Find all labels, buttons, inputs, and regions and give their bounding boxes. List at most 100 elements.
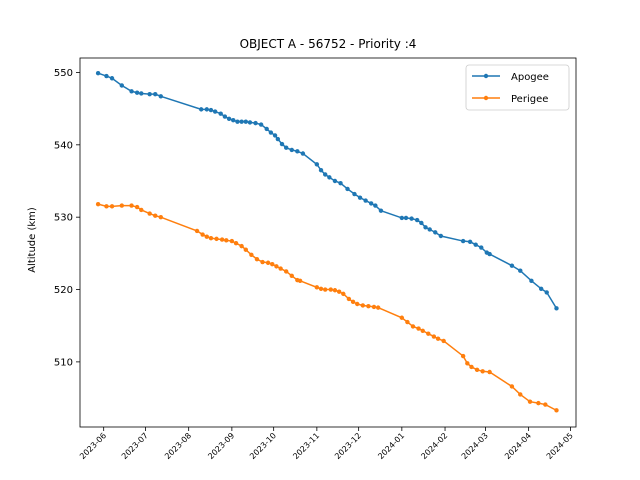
apogee-point bbox=[419, 220, 424, 226]
apogee-point bbox=[327, 175, 332, 180]
perigee-point bbox=[95, 201, 101, 207]
legend-apogee-label: Apogee bbox=[511, 72, 549, 83]
apogee-point bbox=[272, 133, 278, 138]
perigee-point bbox=[435, 336, 441, 341]
x-tick-label: 2023-11 bbox=[291, 431, 321, 461]
apogee-point bbox=[300, 151, 306, 156]
apogee-point bbox=[538, 286, 544, 292]
perigee-point bbox=[410, 324, 416, 329]
apogee-point bbox=[423, 225, 428, 230]
apogee-point bbox=[235, 119, 240, 124]
perigee-point bbox=[254, 256, 260, 262]
y-tick-label: 550 bbox=[54, 68, 73, 79]
perigee-point bbox=[153, 213, 158, 218]
apogee-point bbox=[363, 198, 368, 203]
perigee-point bbox=[469, 364, 474, 370]
x-tick-label: 2023-10 bbox=[248, 431, 278, 461]
perigee-point bbox=[109, 204, 115, 209]
perigee-point bbox=[139, 207, 144, 213]
perigee-line bbox=[97, 203, 557, 412]
apogee-point bbox=[399, 215, 405, 221]
apogee-point bbox=[403, 215, 409, 221]
apogee-point bbox=[134, 90, 140, 95]
perigee-point bbox=[509, 384, 515, 389]
perigee-point bbox=[366, 303, 371, 309]
legend-perigee-marker bbox=[483, 95, 489, 101]
perigee-point bbox=[274, 264, 279, 269]
perigee-point bbox=[332, 288, 338, 293]
y-axis: 510 520 530 540 550 bbox=[54, 68, 80, 368]
perigee-point bbox=[104, 204, 109, 209]
perigee-point bbox=[214, 236, 219, 242]
x-tick-label: 2023-07 bbox=[120, 431, 150, 461]
y-tick-label: 510 bbox=[54, 357, 73, 368]
apogee-point bbox=[243, 119, 248, 124]
apogee-point bbox=[239, 119, 244, 124]
apogee-point bbox=[332, 178, 338, 184]
perigee-point bbox=[129, 203, 134, 208]
perigee-point bbox=[431, 334, 437, 339]
perigee-point bbox=[554, 408, 559, 413]
legend-apogee-marker bbox=[483, 73, 489, 79]
apogee-point bbox=[199, 107, 204, 112]
apogee-point bbox=[222, 114, 228, 119]
perigee-point bbox=[426, 331, 431, 336]
perigee-point bbox=[243, 247, 248, 252]
perigee-point bbox=[208, 235, 214, 241]
perigee-point bbox=[289, 273, 294, 278]
apogee-point bbox=[295, 149, 300, 154]
apogee-point bbox=[212, 109, 218, 114]
perigee-point bbox=[119, 203, 125, 208]
x-tick-label: 2024-04 bbox=[503, 431, 533, 461]
x-tick-label: 2024-05 bbox=[545, 431, 575, 461]
perigee-point bbox=[346, 296, 352, 302]
perigee-point bbox=[399, 315, 405, 320]
perigee-point bbox=[134, 204, 140, 210]
apogee-point bbox=[247, 120, 253, 125]
apogee-point bbox=[509, 263, 515, 268]
perigee-point bbox=[480, 369, 485, 374]
apogee-point bbox=[129, 89, 134, 94]
apogee-point bbox=[208, 107, 214, 113]
apogee-point bbox=[95, 70, 101, 76]
apogee-point bbox=[104, 73, 109, 79]
apogee-point bbox=[158, 94, 164, 99]
perigee-point bbox=[536, 400, 541, 406]
legend-perigee-label: Perigee bbox=[511, 94, 548, 105]
y-axis-label: Altitude (km) bbox=[27, 207, 38, 273]
plot-area bbox=[95, 70, 559, 413]
apogee-point bbox=[409, 216, 414, 221]
perigee-point bbox=[158, 214, 164, 220]
apogee-point bbox=[204, 107, 209, 112]
perigee-point bbox=[341, 291, 346, 297]
perigee-point bbox=[219, 237, 225, 242]
perigee-point bbox=[194, 228, 200, 234]
apogee-point bbox=[357, 195, 363, 200]
perigee-point bbox=[323, 287, 328, 292]
perigee-point bbox=[147, 211, 152, 216]
apogee-point bbox=[258, 122, 264, 127]
apogee-point bbox=[314, 162, 320, 167]
apogee-point bbox=[373, 203, 378, 208]
x-tick-label: 2024-01 bbox=[376, 431, 406, 461]
perigee-point bbox=[265, 260, 271, 265]
perigee-point bbox=[318, 286, 324, 292]
perigee-point bbox=[239, 243, 244, 249]
chart-title: OBJECT A - 56752 - Priority :4 bbox=[240, 37, 417, 51]
perigee-point bbox=[441, 338, 446, 344]
apogee-point bbox=[529, 278, 534, 284]
perigee-point bbox=[375, 305, 381, 310]
perigee-point bbox=[487, 369, 492, 375]
apogee-point bbox=[226, 116, 232, 121]
apogee-point bbox=[153, 91, 158, 97]
perigee-point bbox=[314, 285, 320, 290]
apogee-point bbox=[268, 130, 274, 135]
apogee-point bbox=[378, 208, 384, 213]
apogee-point bbox=[368, 201, 374, 206]
perigee-point bbox=[355, 301, 360, 307]
apogee-point bbox=[218, 111, 223, 116]
apogee-point bbox=[289, 147, 294, 153]
apogee-point bbox=[231, 118, 236, 123]
x-tick-label: 2023-08 bbox=[163, 431, 193, 461]
